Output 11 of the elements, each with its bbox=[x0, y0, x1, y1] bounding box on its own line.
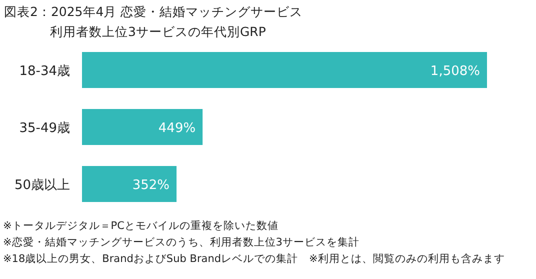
chart-subtitle: 利用者数上位3サービスの年代別GRP bbox=[50, 24, 266, 39]
data-label: 352% bbox=[132, 178, 170, 193]
y-tick-label: 50歳以上 bbox=[14, 178, 70, 193]
text: ※恋愛・結婚マッチングサービスのうち、利用者数上位3サービスを集計 bbox=[3, 236, 360, 248]
y-tick-label: 18-34歳 bbox=[19, 64, 70, 79]
data-label: 449% bbox=[158, 121, 196, 136]
y-tick-label: 35-49歳 bbox=[19, 121, 70, 136]
text: ※トータルデジタル＝PCとモバイルの重複を除いた数値 bbox=[3, 219, 278, 232]
text: ※18歳以上の男女、BrandおよびSub Brandレベルでの集計 ※利用とは、閲覧のみの利用も含みます bbox=[3, 252, 505, 265]
data-label: 1,508% bbox=[430, 64, 480, 79]
chart-title: 図表2：2025年4月 恋愛・結婚マッチングサービス bbox=[4, 4, 303, 19]
